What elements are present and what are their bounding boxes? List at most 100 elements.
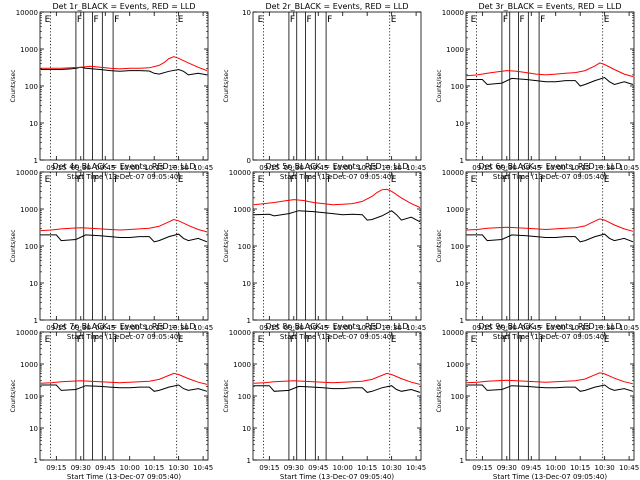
- x-tick-label: 09:15: [472, 164, 492, 172]
- y-tick-label: 1000: [446, 206, 464, 214]
- panel-title: Det 6r_BLACK = Events, RED = LLD: [478, 162, 621, 171]
- y-axis-label: Counts/sec: [223, 229, 230, 262]
- region-label: F: [520, 335, 525, 345]
- y-tick-label: 1: [460, 317, 464, 325]
- x-tick-label: 10:15: [357, 164, 377, 172]
- x-tick-label: 09:45: [95, 324, 115, 332]
- region-label: E: [391, 15, 397, 25]
- region-label: F: [94, 335, 99, 345]
- x-tick-label: 09:45: [95, 164, 115, 172]
- panel-title: Det 3r_BLACK = Events, RED = LLD: [478, 2, 621, 11]
- x-tick-label: 10:30: [169, 324, 189, 332]
- region-label: E: [604, 175, 610, 185]
- y-tick-label: 1000: [446, 361, 464, 369]
- x-axis-label: Start Time (13-Dec-07 09:05:40): [493, 333, 607, 341]
- y-axis-label: Counts/sec: [10, 229, 17, 262]
- region-label: F: [290, 335, 295, 345]
- region-label: E: [258, 175, 264, 185]
- region-label: F: [114, 15, 119, 25]
- y-tick-label: 10000: [16, 329, 38, 337]
- panel-title: Det 7r_BLACK = Events, RED = LLD: [52, 322, 195, 331]
- region-label: F: [503, 15, 508, 25]
- region-label: E: [604, 15, 610, 25]
- x-tick-label: 10:30: [169, 464, 189, 472]
- panel-title: Det 5r_BLACK = Events, RED = LLD: [265, 162, 408, 171]
- y-tick-label: 10000: [229, 169, 251, 177]
- y-axis-label: Counts/sec: [436, 379, 443, 412]
- x-tick-label: 10:30: [595, 164, 615, 172]
- region-label: F: [77, 15, 82, 25]
- x-tick-label: 09:15: [259, 464, 279, 472]
- y-tick-label: 1: [460, 157, 464, 165]
- series-line-lld: [40, 218, 208, 233]
- y-tick-label: 1000: [446, 46, 464, 54]
- plot-frame: [465, 331, 635, 461]
- region-label: E: [178, 335, 184, 345]
- x-tick-label: 10:15: [144, 164, 164, 172]
- x-tick-label: 10:45: [619, 464, 639, 472]
- x-tick-label: 10:15: [357, 464, 377, 472]
- y-tick-label: 1: [247, 457, 251, 465]
- y-tick-label: 100: [238, 393, 251, 401]
- region-label: E: [178, 15, 184, 25]
- series-line-lld: [253, 372, 421, 385]
- y-tick-label: 1: [34, 157, 38, 165]
- series-line-lld: [40, 372, 208, 385]
- y-tick-label: 10000: [442, 169, 464, 177]
- region-label: E: [258, 15, 264, 25]
- region-label: F: [327, 15, 332, 25]
- panel-title: Det 9r_BLACK = Events, RED = LLD: [478, 322, 621, 331]
- x-tick-label: 10:15: [357, 324, 377, 332]
- x-tick-label: 10:45: [193, 464, 213, 472]
- series-line-events: [40, 384, 208, 392]
- x-axis-label: Start Time (13-Dec-07 09:05:40): [67, 333, 181, 341]
- region-label: F: [520, 175, 525, 185]
- x-tick-label: 10:30: [382, 324, 402, 332]
- x-tick-label: 10:30: [382, 164, 402, 172]
- x-tick-label: 10:30: [595, 324, 615, 332]
- y-tick-label: 10: [242, 9, 251, 17]
- x-tick-label: 09:45: [521, 464, 541, 472]
- series-line-lld: [253, 188, 421, 208]
- x-tick-label: 10:00: [333, 164, 353, 172]
- y-tick-label: 10: [29, 120, 38, 128]
- region-label: E: [471, 15, 477, 25]
- y-tick-label: 100: [25, 83, 38, 91]
- y-tick-label: 100: [451, 393, 464, 401]
- x-tick-label: 10:15: [570, 324, 590, 332]
- region-label: F: [114, 335, 119, 345]
- x-tick-label: 09:30: [284, 164, 304, 172]
- region-label: F: [94, 175, 99, 185]
- x-tick-label: 10:45: [406, 164, 426, 172]
- x-tick-label: 10:15: [144, 464, 164, 472]
- region-label: E: [391, 175, 397, 185]
- series-line-events: [253, 385, 421, 393]
- y-tick-label: 1000: [233, 361, 251, 369]
- x-tick-label: 09:30: [284, 464, 304, 472]
- x-tick-label: 09:30: [497, 464, 517, 472]
- x-tick-label: 10:15: [570, 164, 590, 172]
- plot-frame: [39, 171, 209, 321]
- x-tick-label: 10:45: [406, 324, 426, 332]
- region-label: E: [45, 335, 51, 345]
- x-tick-label: 09:30: [71, 324, 91, 332]
- x-tick-label: 10:15: [570, 464, 590, 472]
- region-label: F: [290, 175, 295, 185]
- x-tick-label: 10:00: [546, 324, 566, 332]
- x-axis-label: Start Time (13-Dec-07 09:05:40): [493, 173, 607, 181]
- x-axis-label: Start Time (13-Dec-07 09:05:40): [67, 173, 181, 181]
- panel-title: Det 2r_BLACK = Events, RED = LLD: [265, 2, 408, 11]
- y-tick-label: 10: [455, 425, 464, 433]
- region-label: F: [503, 175, 508, 185]
- region-label: F: [307, 175, 312, 185]
- x-tick-label: 09:45: [521, 164, 541, 172]
- y-tick-label: 10: [242, 280, 251, 288]
- region-label: E: [391, 335, 397, 345]
- x-tick-label: 10:00: [546, 464, 566, 472]
- y-tick-label: 10000: [442, 329, 464, 337]
